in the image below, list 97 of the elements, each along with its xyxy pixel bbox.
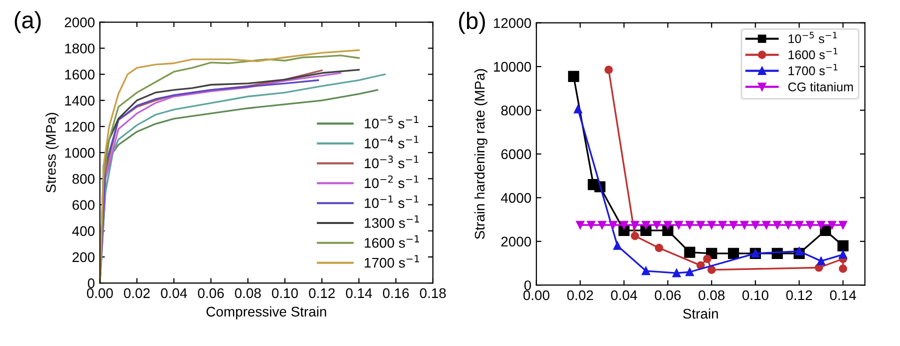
- point: [664, 220, 672, 230]
- x-tick-label: 0.00: [86, 288, 113, 298]
- point: [586, 220, 596, 230]
- point: [574, 105, 582, 114]
- y-tick-label: 12000: [494, 18, 531, 28]
- x-tick-label: 0.02: [124, 288, 150, 298]
- x-tick-label: 0.04: [160, 288, 188, 298]
- y-tick-label: 200: [72, 252, 94, 262]
- x-tick-label: 0.10: [272, 288, 298, 298]
- legend-label: 10$^{−5}$ s$^{−1}$: [364, 116, 418, 128]
- x-tick-label: 0.12: [786, 290, 812, 300]
- y-tick-label: 1000: [65, 148, 94, 158]
- point: [598, 220, 606, 230]
- y-tick-label: 2000: [64, 17, 94, 28]
- y-tick-label: 0: [88, 278, 94, 288]
- y-tick-label: 1200: [65, 122, 94, 132]
- point: [686, 220, 694, 230]
- x-axis-title: Compressive Strain: [206, 306, 326, 320]
- x-tick-label: 0.08: [698, 290, 725, 300]
- y-tick-label: 1800: [65, 44, 94, 54]
- point: [654, 244, 664, 252]
- point: [604, 66, 613, 74]
- x-axis-title: Strain: [683, 308, 718, 319]
- y-tick-label: 10000: [494, 62, 531, 72]
- legend-label: 1700 s$^{−1}$: [364, 255, 419, 268]
- point: [608, 220, 618, 230]
- x-tick-label: 0.10: [742, 290, 768, 300]
- x-tick-label: 0.08: [234, 288, 261, 298]
- point: [773, 220, 782, 230]
- point: [684, 246, 696, 258]
- chart-title: (b): [459, 12, 485, 34]
- point: [630, 220, 640, 230]
- x-tick-label: 0.02: [567, 290, 594, 300]
- y-axis-title: Strain hardening rate (MPa): [474, 69, 488, 240]
- legend-label: 1600 s$^{−1}$: [364, 235, 419, 248]
- point: [652, 220, 662, 230]
- point: [642, 266, 650, 276]
- point: [740, 220, 749, 230]
- point: [816, 220, 826, 230]
- legend-label: CG titanium: [788, 82, 853, 92]
- x-tick-label: 0.16: [382, 288, 409, 298]
- x-tick-label: 0.04: [611, 290, 638, 300]
- point: [707, 220, 716, 230]
- legend-label: 10$^{−3}$ s$^{−1}$: [364, 156, 418, 168]
- point: [828, 220, 836, 230]
- point: [838, 264, 848, 273]
- x-tick-label: 0.12: [308, 288, 335, 298]
- point: [568, 70, 580, 82]
- point: [784, 220, 792, 230]
- point: [816, 256, 826, 266]
- point: [674, 220, 683, 230]
- chart-title: (a): [14, 11, 41, 34]
- y-axis-title: Stress (MPa): [46, 112, 59, 192]
- point: [703, 254, 712, 264]
- legend-label: 10$^{−4}$ s$^{−1}$: [364, 136, 418, 148]
- point: [613, 242, 622, 250]
- legend-label: 1300 s$^{−1}$: [364, 215, 419, 228]
- point: [762, 220, 771, 230]
- legend-label: 1600 s$^{−1}$: [788, 48, 838, 60]
- y-tick-label: 1600: [65, 70, 94, 80]
- point: [696, 220, 705, 230]
- point: [806, 220, 814, 230]
- point: [838, 250, 848, 259]
- x-tick-label: 0.06: [654, 290, 681, 300]
- x-tick-label: 0.14: [346, 288, 372, 298]
- point: [729, 220, 738, 230]
- y-tick-label: 6000: [501, 149, 531, 160]
- y-tick-label: 1400: [65, 96, 94, 106]
- y-tick-label: 8000: [501, 106, 531, 116]
- point: [718, 220, 727, 230]
- y-tick-label: 800: [72, 174, 94, 184]
- point: [838, 220, 848, 230]
- legend-label: 1700 s$^{−1}$: [788, 64, 838, 76]
- point: [686, 268, 694, 276]
- point: [620, 220, 628, 230]
- x-tick-label: 0.18: [420, 288, 446, 298]
- legend-label: 10$^{−2}$ s$^{−1}$: [364, 175, 418, 188]
- x-tick-label: 0.06: [198, 288, 224, 298]
- point: [795, 247, 804, 256]
- x-tick-label: 0.14: [830, 290, 856, 300]
- x-tick-label: 0.00: [523, 290, 550, 300]
- point: [672, 268, 681, 278]
- y-tick-label: 0: [524, 280, 531, 290]
- y-tick-label: 400: [72, 226, 94, 236]
- legend-label: 10$^{−1}$ s$^{−1}$: [364, 195, 418, 208]
- y-tick-label: 4000: [500, 193, 531, 203]
- point: [576, 220, 584, 230]
- point: [642, 220, 650, 230]
- point: [707, 266, 716, 274]
- y-tick-label: 2000: [501, 236, 531, 247]
- point: [728, 248, 740, 259]
- y-tick-label: 600: [72, 200, 94, 210]
- point: [837, 240, 849, 252]
- point: [630, 232, 640, 240]
- legend-label: 10$^{−5}$ s$^{−1}$: [788, 32, 837, 44]
- point: [751, 220, 760, 230]
- point: [795, 220, 804, 230]
